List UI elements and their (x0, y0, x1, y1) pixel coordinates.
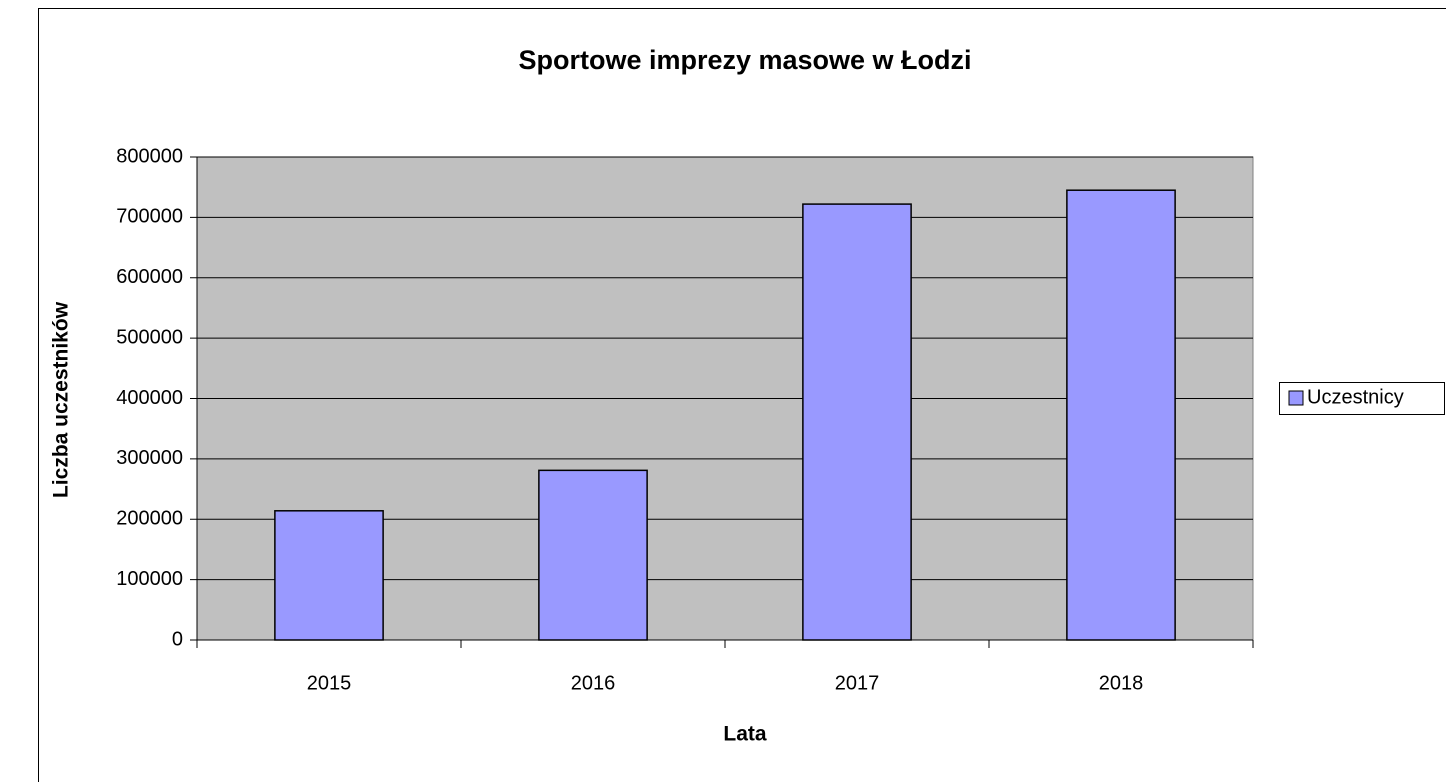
bar (1066, 189, 1176, 641)
y-tick-label: 600000 (116, 266, 183, 288)
y-tick-label: 500000 (116, 326, 183, 348)
y-tick-label: 100000 (116, 568, 183, 590)
bar (802, 203, 912, 641)
y-tick-label: 700000 (116, 206, 183, 228)
y-tick-label: 0 (172, 628, 183, 650)
y-tick-label: 800000 (116, 145, 183, 167)
x-tick-label: 2017 (835, 672, 880, 694)
x-tick-label: 2018 (1099, 672, 1144, 694)
legend-label: Uczestnicy (1307, 386, 1404, 408)
x-tick-label: 2016 (571, 672, 616, 694)
y-tick-label: 400000 (116, 387, 183, 409)
y-axis-label: Liczba uczestników (50, 301, 73, 498)
legend-box (1279, 382, 1445, 415)
bar (538, 469, 648, 641)
x-axis-label: Lata (723, 723, 767, 746)
y-tick-label: 300000 (116, 447, 183, 469)
y-tick-label: 200000 (116, 508, 183, 530)
chart-title: Sportowe imprezy masowe w Łodzi (518, 45, 971, 75)
legend-swatch (1288, 390, 1304, 406)
bar (274, 510, 384, 641)
x-tick-label: 2015 (307, 672, 352, 694)
